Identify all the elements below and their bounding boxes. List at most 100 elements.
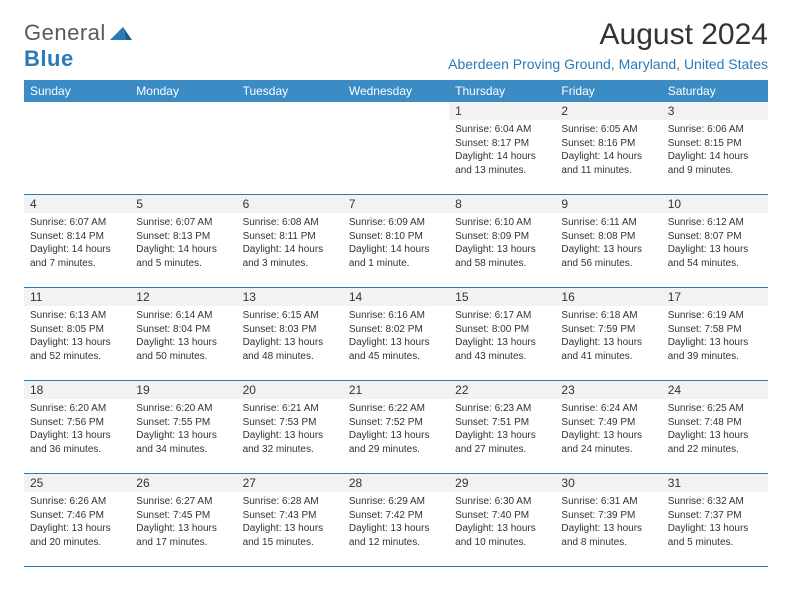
day-d1: Daylight: 13 hours <box>136 522 230 536</box>
day-cell: 29Sunrise: 6:30 AMSunset: 7:40 PMDayligh… <box>449 474 555 566</box>
day-d1: Daylight: 13 hours <box>455 429 549 443</box>
day-body: Sunrise: 6:22 AMSunset: 7:52 PMDaylight:… <box>343 399 449 460</box>
day-d1: Daylight: 14 hours <box>455 150 549 164</box>
day-ss: Sunset: 7:40 PM <box>455 509 549 523</box>
day-sr: Sunrise: 6:11 AM <box>561 216 655 230</box>
day-body <box>130 120 236 127</box>
day-d1: Daylight: 13 hours <box>349 522 443 536</box>
day-d1: Daylight: 13 hours <box>30 336 124 350</box>
day-d1: Daylight: 13 hours <box>243 429 337 443</box>
day-body: Sunrise: 6:26 AMSunset: 7:46 PMDaylight:… <box>24 492 130 553</box>
day-d1: Daylight: 13 hours <box>30 522 124 536</box>
day-d2: and 17 minutes. <box>136 536 230 550</box>
day-ss: Sunset: 8:02 PM <box>349 323 443 337</box>
day-header-wed: Wednesday <box>343 80 449 102</box>
day-cell: 18Sunrise: 6:20 AMSunset: 7:56 PMDayligh… <box>24 381 130 473</box>
day-ss: Sunset: 7:49 PM <box>561 416 655 430</box>
logo-text: General Blue <box>24 20 132 72</box>
day-number: 16 <box>555 288 661 306</box>
day-ss: Sunset: 7:58 PM <box>668 323 762 337</box>
day-body: Sunrise: 6:07 AMSunset: 8:13 PMDaylight:… <box>130 213 236 274</box>
day-body: Sunrise: 6:29 AMSunset: 7:42 PMDaylight:… <box>343 492 449 553</box>
day-d2: and 10 minutes. <box>455 536 549 550</box>
day-number: 13 <box>237 288 343 306</box>
day-body <box>343 120 449 127</box>
day-sr: Sunrise: 6:10 AM <box>455 216 549 230</box>
day-body: Sunrise: 6:21 AMSunset: 7:53 PMDaylight:… <box>237 399 343 460</box>
day-d1: Daylight: 14 hours <box>561 150 655 164</box>
day-d2: and 48 minutes. <box>243 350 337 364</box>
day-cell <box>237 102 343 194</box>
day-number: 22 <box>449 381 555 399</box>
day-d2: and 45 minutes. <box>349 350 443 364</box>
day-ss: Sunset: 8:17 PM <box>455 137 549 151</box>
day-number: 8 <box>449 195 555 213</box>
day-d2: and 41 minutes. <box>561 350 655 364</box>
day-ss: Sunset: 7:39 PM <box>561 509 655 523</box>
day-sr: Sunrise: 6:13 AM <box>30 309 124 323</box>
day-ss: Sunset: 8:09 PM <box>455 230 549 244</box>
day-sr: Sunrise: 6:14 AM <box>136 309 230 323</box>
day-headers-row: Sunday Monday Tuesday Wednesday Thursday… <box>24 80 768 102</box>
day-d2: and 15 minutes. <box>243 536 337 550</box>
day-header-fri: Friday <box>555 80 661 102</box>
day-number: 27 <box>237 474 343 492</box>
day-number: 29 <box>449 474 555 492</box>
day-cell: 23Sunrise: 6:24 AMSunset: 7:49 PMDayligh… <box>555 381 661 473</box>
day-ss: Sunset: 7:55 PM <box>136 416 230 430</box>
day-ss: Sunset: 8:00 PM <box>455 323 549 337</box>
day-d2: and 20 minutes. <box>30 536 124 550</box>
day-cell: 7Sunrise: 6:09 AMSunset: 8:10 PMDaylight… <box>343 195 449 287</box>
day-d2: and 39 minutes. <box>668 350 762 364</box>
day-cell: 20Sunrise: 6:21 AMSunset: 7:53 PMDayligh… <box>237 381 343 473</box>
day-cell: 4Sunrise: 6:07 AMSunset: 8:14 PMDaylight… <box>24 195 130 287</box>
calendar-page: General Blue August 2024 Aberdeen Provin… <box>0 0 792 579</box>
week-row: 18Sunrise: 6:20 AMSunset: 7:56 PMDayligh… <box>24 381 768 474</box>
day-ss: Sunset: 7:56 PM <box>30 416 124 430</box>
day-sr: Sunrise: 6:07 AM <box>136 216 230 230</box>
day-d1: Daylight: 13 hours <box>455 336 549 350</box>
day-number: 25 <box>24 474 130 492</box>
day-body: Sunrise: 6:20 AMSunset: 7:55 PMDaylight:… <box>130 399 236 460</box>
day-d1: Daylight: 13 hours <box>668 429 762 443</box>
day-body: Sunrise: 6:18 AMSunset: 7:59 PMDaylight:… <box>555 306 661 367</box>
day-body: Sunrise: 6:05 AMSunset: 8:16 PMDaylight:… <box>555 120 661 181</box>
day-d1: Daylight: 13 hours <box>561 336 655 350</box>
day-d1: Daylight: 13 hours <box>349 336 443 350</box>
day-number: 12 <box>130 288 236 306</box>
day-cell: 1Sunrise: 6:04 AMSunset: 8:17 PMDaylight… <box>449 102 555 194</box>
day-sr: Sunrise: 6:23 AM <box>455 402 549 416</box>
day-body <box>237 120 343 127</box>
day-sr: Sunrise: 6:26 AM <box>30 495 124 509</box>
day-body: Sunrise: 6:30 AMSunset: 7:40 PMDaylight:… <box>449 492 555 553</box>
day-body: Sunrise: 6:09 AMSunset: 8:10 PMDaylight:… <box>343 213 449 274</box>
day-d1: Daylight: 13 hours <box>243 522 337 536</box>
day-cell: 11Sunrise: 6:13 AMSunset: 8:05 PMDayligh… <box>24 288 130 380</box>
day-cell: 6Sunrise: 6:08 AMSunset: 8:11 PMDaylight… <box>237 195 343 287</box>
day-body: Sunrise: 6:07 AMSunset: 8:14 PMDaylight:… <box>24 213 130 274</box>
day-body: Sunrise: 6:31 AMSunset: 7:39 PMDaylight:… <box>555 492 661 553</box>
day-cell: 19Sunrise: 6:20 AMSunset: 7:55 PMDayligh… <box>130 381 236 473</box>
day-number: 4 <box>24 195 130 213</box>
title-block: August 2024 Aberdeen Proving Ground, Mar… <box>448 18 768 72</box>
day-d1: Daylight: 13 hours <box>349 429 443 443</box>
day-sr: Sunrise: 6:31 AM <box>561 495 655 509</box>
day-header-mon: Monday <box>130 80 236 102</box>
day-sr: Sunrise: 6:07 AM <box>30 216 124 230</box>
day-cell: 22Sunrise: 6:23 AMSunset: 7:51 PMDayligh… <box>449 381 555 473</box>
day-d1: Daylight: 14 hours <box>243 243 337 257</box>
day-d2: and 32 minutes. <box>243 443 337 457</box>
day-body: Sunrise: 6:12 AMSunset: 8:07 PMDaylight:… <box>662 213 768 274</box>
day-ss: Sunset: 7:45 PM <box>136 509 230 523</box>
day-d1: Daylight: 13 hours <box>455 243 549 257</box>
month-title: August 2024 <box>448 18 768 52</box>
day-body: Sunrise: 6:28 AMSunset: 7:43 PMDaylight:… <box>237 492 343 553</box>
day-d2: and 5 minutes. <box>668 536 762 550</box>
day-cell <box>130 102 236 194</box>
day-ss: Sunset: 8:07 PM <box>668 230 762 244</box>
day-d1: Daylight: 14 hours <box>30 243 124 257</box>
day-header-thu: Thursday <box>449 80 555 102</box>
day-cell: 16Sunrise: 6:18 AMSunset: 7:59 PMDayligh… <box>555 288 661 380</box>
day-number <box>237 102 343 120</box>
day-d1: Daylight: 13 hours <box>136 336 230 350</box>
